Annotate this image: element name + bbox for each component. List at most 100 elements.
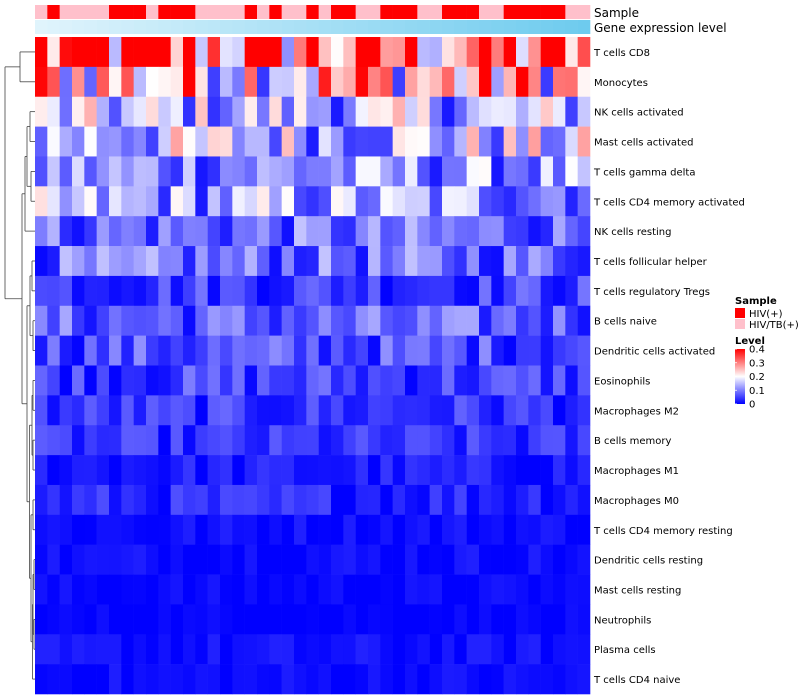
heatmap-cell — [343, 634, 356, 665]
heatmap-cell — [343, 455, 356, 486]
heatmap-cell — [516, 365, 529, 396]
heatmap-cell — [84, 365, 97, 396]
heatmap-cell — [59, 604, 73, 635]
heatmap-cell — [257, 365, 270, 396]
heatmap-cell — [491, 544, 504, 575]
heatmap-cell — [553, 574, 566, 605]
gene-expression-annotation-cell — [281, 20, 295, 34]
heatmap-cell — [540, 156, 554, 187]
heatmap-cell — [146, 305, 159, 336]
heatmap-cell — [331, 604, 344, 635]
heatmap-cell — [121, 395, 134, 426]
heatmap-cell — [479, 126, 492, 157]
gene-expression-annotation-cell — [417, 20, 430, 34]
heatmap-cell — [207, 425, 221, 456]
heatmap-cell — [553, 186, 566, 217]
heatmap-cell — [380, 634, 393, 665]
heatmap-cell — [343, 425, 356, 456]
heatmap-cell — [183, 574, 196, 605]
heatmap-cell — [516, 544, 529, 575]
heatmap-cell — [331, 335, 344, 366]
heatmap-cell — [380, 216, 393, 247]
heatmap-cell — [368, 305, 381, 336]
heatmap-cell — [96, 544, 110, 575]
heatmap-cell — [244, 514, 258, 545]
heatmap-cell — [331, 216, 344, 247]
heatmap-cell — [380, 156, 393, 187]
heatmap-cell — [491, 365, 504, 396]
row-label: B cells naive — [594, 317, 657, 328]
heatmap-cell — [540, 604, 554, 635]
heatmap-cell — [146, 365, 159, 396]
heatmap-cell — [133, 126, 147, 157]
heatmap-cell — [429, 395, 443, 426]
heatmap-cell — [380, 37, 393, 68]
heatmap-cell — [96, 664, 110, 695]
heatmap-cell — [528, 395, 541, 426]
heatmap-cell — [442, 574, 455, 605]
heatmap-cell — [257, 96, 270, 127]
heatmap-cell — [232, 514, 245, 545]
heatmap-cell — [220, 156, 233, 187]
heatmap-cell — [479, 395, 492, 426]
heatmap-cell — [47, 455, 60, 486]
heatmap-cell — [466, 574, 480, 605]
sample-annotation-cell — [503, 5, 517, 19]
heatmap-cell — [158, 156, 171, 187]
heatmap-cell — [232, 634, 245, 665]
gene-expression-annotation-cell — [195, 20, 208, 34]
heatmap-cell — [540, 186, 554, 217]
heatmap-cell — [553, 484, 566, 516]
heatmap-cell — [331, 275, 344, 307]
heatmap-cell — [207, 186, 221, 217]
heatmap-cell — [35, 156, 48, 187]
heatmap-cell — [170, 425, 184, 456]
gene-expression-annotation-cell — [244, 20, 258, 34]
heatmap-cell — [565, 664, 578, 695]
heatmap-cell — [540, 335, 554, 366]
heatmap-cell — [59, 335, 73, 366]
heatmap-cell — [331, 544, 344, 575]
row-label: T cells CD4 naive — [593, 675, 680, 686]
heatmap-cell — [133, 634, 147, 665]
gene-expression-annotation-cell — [355, 20, 369, 34]
heatmap-cell — [454, 425, 467, 456]
heatmap-cell — [380, 514, 393, 545]
heatmap-cell — [503, 37, 517, 68]
heatmap-cell — [392, 484, 406, 516]
heatmap-cell — [565, 425, 578, 456]
gene-expression-annotation-cell — [220, 20, 233, 34]
heatmap-cell — [577, 96, 591, 127]
heatmap-cell — [294, 634, 307, 665]
heatmap-cell — [306, 66, 319, 98]
heatmap-cell — [133, 335, 147, 366]
heatmap-cell — [84, 574, 97, 605]
heatmap-cell — [232, 425, 245, 456]
heatmap-cell — [306, 186, 319, 217]
heatmap-cell — [121, 126, 134, 157]
heatmap-cell — [528, 335, 541, 366]
heatmap-cell — [491, 37, 504, 68]
sample-annotation-cell — [466, 5, 480, 19]
heatmap-cell — [146, 604, 159, 635]
heatmap-cell — [183, 365, 196, 396]
heatmap-cell — [232, 275, 245, 307]
heatmap-cell — [318, 186, 332, 217]
heatmap-cell — [170, 66, 184, 98]
heatmap-cell — [269, 365, 282, 396]
heatmap-cell — [72, 664, 85, 695]
heatmap-cell — [244, 335, 258, 366]
heatmap-cell — [72, 305, 85, 336]
heatmap-cell — [429, 634, 443, 665]
sample-annotation-cell — [59, 5, 73, 19]
heatmap-cell — [540, 305, 554, 336]
heatmap-cell — [207, 455, 221, 486]
heatmap-cell — [516, 634, 529, 665]
gene-expression-annotation-cell — [343, 20, 356, 34]
heatmap-cell — [35, 216, 48, 247]
heatmap-cell — [146, 246, 159, 277]
heatmap-cell — [244, 425, 258, 456]
row-label: T cells CD4 memory resting — [593, 526, 733, 537]
heatmap-cell — [244, 96, 258, 127]
